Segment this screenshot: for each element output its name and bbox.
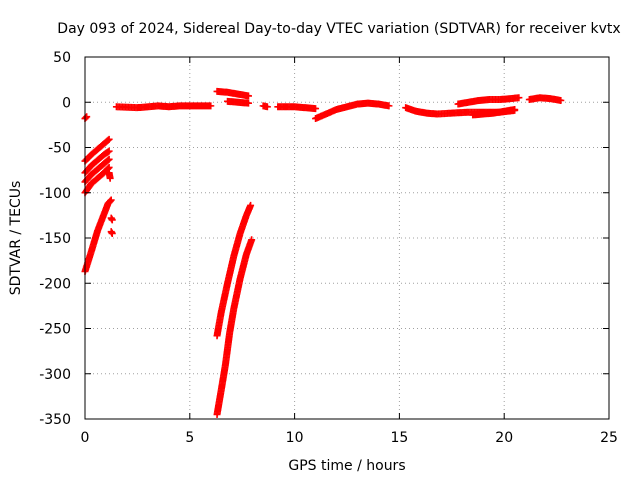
- y-tick-label: -150: [39, 231, 71, 247]
- data-point: [105, 147, 113, 155]
- data-point: [104, 136, 112, 144]
- data-point: [557, 96, 565, 104]
- axis-ticks: 0 5 10 15 20 25 -350 -300 -250 -200 -150 -100 -50 0 50: [39, 50, 618, 446]
- plot-frame: [84, 56, 610, 420]
- y-axis-title: SDTVAR / TECUs: [8, 181, 24, 296]
- x-axis-title: GPS time / hours: [288, 458, 405, 474]
- y-tick-label: -200: [39, 276, 71, 292]
- data-points: [81, 87, 565, 418]
- y-tick-label: -100: [39, 186, 71, 202]
- chart-title: Day 093 of 2024, Sidereal Day-to-day VTE…: [57, 21, 620, 37]
- y-tick-label: -250: [39, 322, 71, 338]
- x-tick-label: 20: [495, 430, 513, 446]
- data-point: [312, 105, 320, 113]
- y-tick-label: -50: [48, 141, 71, 157]
- grid-lines: [85, 57, 609, 419]
- data-point: [515, 94, 523, 102]
- data-point: [83, 113, 91, 121]
- x-tick-label: 10: [286, 430, 304, 446]
- data-point: [107, 196, 115, 204]
- x-tick-label: 0: [81, 430, 90, 446]
- data-point: [108, 216, 116, 224]
- y-tick-label: -300: [39, 367, 71, 383]
- data-point: [248, 236, 256, 244]
- data-point: [244, 99, 252, 107]
- data-point: [104, 156, 112, 164]
- x-tick-label: 15: [390, 430, 408, 446]
- data-point: [511, 105, 519, 113]
- data-point: [247, 201, 255, 209]
- data-point: [207, 102, 215, 110]
- y-tick-label: 0: [62, 95, 71, 111]
- data-point: [105, 155, 113, 163]
- y-tick-label: 50: [53, 50, 71, 66]
- data-point: [106, 174, 114, 182]
- data-point: [104, 164, 112, 172]
- data-point: [108, 229, 116, 237]
- x-tick-label: 5: [185, 430, 194, 446]
- data-point: [82, 114, 90, 122]
- y-tick-label: -350: [39, 412, 71, 428]
- x-tick-label: 25: [600, 430, 618, 446]
- data-point: [105, 135, 113, 143]
- data-point: [263, 103, 271, 111]
- data-point: [385, 102, 393, 110]
- data-point: [244, 92, 252, 100]
